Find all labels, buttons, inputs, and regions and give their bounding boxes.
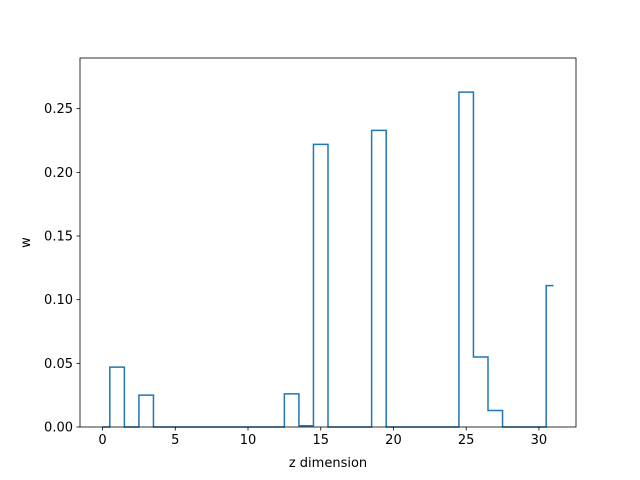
y-tick-label: 0.00	[44, 421, 73, 436]
y-tick-label: 0.10	[44, 293, 73, 308]
y-axis-label: w	[19, 237, 34, 248]
x-axis: 0 5 10 15 20 25 30	[98, 427, 547, 448]
x-tick-label: 5	[171, 433, 179, 448]
x-tick-label: 30	[531, 433, 548, 448]
y-tick-label: 0.15	[44, 230, 73, 245]
y-tick-label: 0.20	[44, 166, 73, 181]
x-tick-label: 10	[240, 433, 257, 448]
x-tick-label: 0	[98, 433, 106, 448]
x-tick-label: 15	[312, 433, 329, 448]
x-tick-label: 25	[458, 433, 475, 448]
series-line	[102, 91, 554, 428]
y-axis: 0.00 0.05 0.10 0.15 0.20 0.25	[44, 102, 80, 436]
axes-frame	[79, 57, 577, 428]
x-tick-label: 20	[385, 433, 402, 448]
y-tick-label: 0.05	[44, 357, 73, 372]
y-tick-label: 0.25	[44, 102, 73, 117]
x-axis-label: z dimension	[289, 456, 367, 471]
